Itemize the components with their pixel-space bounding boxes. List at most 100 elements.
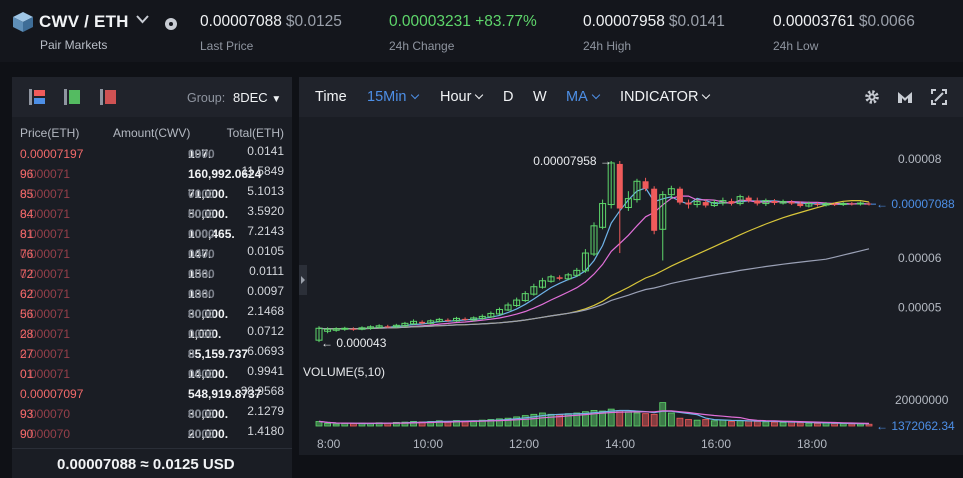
interval-dropdown[interactable]: 15Min [367, 89, 419, 105]
group-select[interactable]: 8DEC ▼ [233, 90, 281, 105]
order-total: 11.5849 [241, 164, 285, 178]
day-tab[interactable]: D [503, 89, 514, 105]
price-axis-label: 0.00005 [898, 301, 942, 315]
collapse-panel-handle[interactable] [299, 265, 307, 295]
price-suffix: 85 [20, 187, 34, 201]
order-row[interactable]: 0.000071 01 14,000. 0000 0.9941 [12, 361, 292, 381]
order-total: 0.0111 [249, 264, 284, 278]
ma-label: MA [566, 89, 588, 105]
order-total: 0.0097 [247, 284, 284, 298]
candle-body [581, 252, 589, 272]
candle-body [324, 328, 332, 332]
fullscreen-icon[interactable] [931, 89, 947, 105]
order-row[interactable]: 0.000071 85 71,000. 0000 5.1013 [12, 181, 292, 201]
book-bids-icon[interactable] [64, 89, 80, 105]
candle-body [341, 327, 349, 330]
order-row[interactable]: 0.000071 96 160,992.0624 11.5849 [12, 161, 292, 181]
market-header: CWV / ETH Pair Markets 0.00007088 $0.0125… [0, 0, 963, 62]
time-axis-label: 8:00 [317, 437, 341, 451]
volume-title: VOLUME(5,10) [303, 365, 385, 379]
amount-main: 197. [188, 147, 212, 161]
candle-body [607, 162, 615, 206]
volume-bar [607, 408, 615, 427]
chevron-down-icon[interactable] [136, 14, 149, 24]
volume-axis-label: 20000000 [895, 393, 949, 407]
candle-body [513, 299, 521, 307]
amount-decimals: 0000 [188, 427, 215, 441]
order-row[interactable]: 0.000071 28 1,000. 0000 0.0712 [12, 321, 292, 341]
price-suffix: 72 [20, 267, 34, 281]
book-both-icon[interactable] [29, 89, 45, 105]
candle-body [462, 318, 469, 320]
time-axis-label: 16:00 [701, 437, 731, 451]
caret-down-icon: ▼ [271, 94, 282, 105]
volume-bar [624, 411, 632, 427]
time-tab[interactable]: Time [315, 89, 347, 105]
candle-body [427, 320, 435, 324]
amount-main: 14,000. [188, 367, 229, 381]
candle-body [676, 188, 683, 203]
volume-bar [341, 422, 349, 427]
gear-icon[interactable] [864, 89, 880, 105]
ma-line [318, 200, 870, 330]
volume-bar [392, 421, 400, 427]
indicator-dropdown[interactable]: INDICATOR [620, 89, 711, 105]
chart-type-icon[interactable] [897, 89, 913, 105]
order-row[interactable]: 0.000070 90 20,000. 0000 1.4180 [12, 421, 292, 441]
ma-dropdown[interactable]: MA [566, 89, 600, 105]
candle-body [616, 163, 623, 209]
order-row[interactable]: 0.000071 27 85,159.737 0 6.0693 [12, 341, 292, 361]
volume-bar [719, 419, 727, 427]
book-asks-icon[interactable] [100, 89, 116, 105]
candle-body [556, 277, 563, 279]
amount-decimals: 0000 [188, 267, 215, 281]
price-axis-label: 0.00008 [898, 152, 942, 166]
order-row[interactable]: 0.000071 62 136. 0000 0.0097 [12, 281, 292, 301]
order-row[interactable]: 0.000070 93 30,000. 0000 2.1279 [12, 401, 292, 421]
info-icon[interactable] [165, 18, 177, 30]
order-row[interactable]: 0.000071 56 30,000. 0000 2.1468 [12, 301, 292, 321]
low-stat: 0.00003761 $0.0066 24h Low [773, 13, 915, 53]
pair-markets-label: Pair Markets [40, 38, 108, 52]
price-header: Price(ETH) [20, 126, 80, 140]
order-book: Group: 8DEC ▼ Price(ETH) Amount(CWV) Tot… [12, 77, 292, 478]
candle-body [762, 200, 770, 205]
order-row[interactable]: 0.000071 84 50,000. 0000 3.5920 [12, 201, 292, 221]
amount-decimals: 0000 [188, 307, 215, 321]
order-row[interactable]: 0.00007197 197. 0000 0.0141 [12, 141, 292, 161]
order-row[interactable]: 0.000071 76 147. 0000 0.0105 [12, 241, 292, 261]
order-row[interactable]: 0.000071 72 156. 0000 0.0111 [12, 261, 292, 281]
amount-decimals: 0000 [188, 227, 215, 241]
candle-body [736, 196, 744, 205]
candle-body [702, 202, 709, 206]
candle-body [805, 203, 813, 207]
candle-body [547, 276, 555, 282]
candle-body [771, 201, 778, 204]
volume-bar [857, 423, 864, 427]
price-suffix: 28 [20, 327, 34, 341]
candlestick-chart[interactable]: 0.00008 0.00006 0.00005 ← 0.00007088 0.00007… [299, 117, 963, 455]
candle-body [866, 203, 872, 205]
volume-bar [839, 423, 847, 427]
pair-selector[interactable]: CWV / ETH [39, 12, 129, 31]
chevron-down-icon [591, 90, 600, 100]
amount-decimals: 0000 [188, 207, 215, 221]
price-suffix: 81 [20, 227, 34, 241]
low-price-marker: ← 0.000043 [321, 336, 387, 350]
candle-body [839, 203, 847, 206]
volume-bar [547, 413, 555, 427]
candle-body [367, 326, 375, 329]
volume-bar [582, 411, 589, 427]
candle-body [856, 202, 864, 205]
hour-dropdown[interactable]: Hour [440, 89, 484, 105]
amount-main: 30,000. [188, 307, 229, 321]
volume-bar [848, 423, 856, 427]
order-row[interactable]: 0.00007097 548,919.8737 38.9568 [12, 381, 292, 401]
volume-bar [435, 420, 443, 427]
amount-decimals: 0000 [188, 147, 215, 161]
price-suffix: 76 [20, 247, 34, 261]
week-tab[interactable]: W [533, 89, 547, 105]
group-value: 8DEC [233, 90, 268, 105]
order-row[interactable]: 0.000071 81 100,465. 0000 7.2143 [12, 221, 292, 241]
chart-toolbar: Time 15Min Hour D W MA INDICATOR [299, 77, 963, 117]
